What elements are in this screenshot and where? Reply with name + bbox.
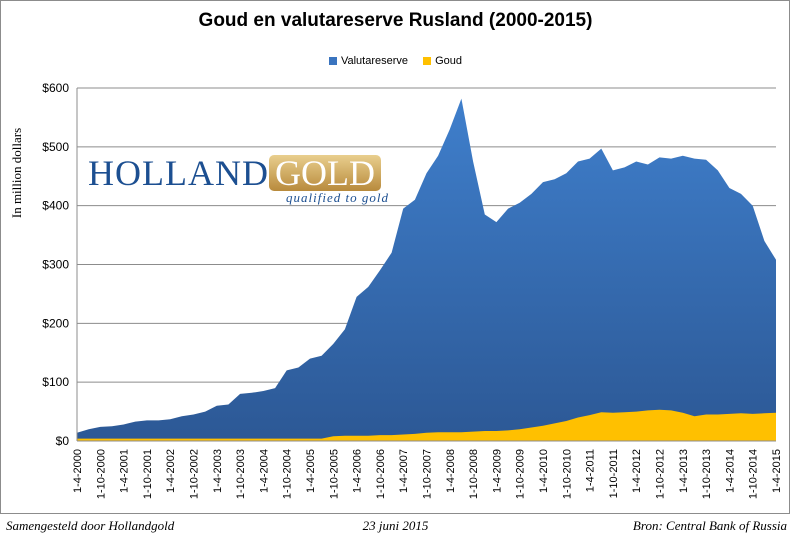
chart-frame	[0, 0, 790, 514]
x-tick-label: 1-10-2010	[561, 449, 573, 499]
legend-label: Valutareserve	[340, 55, 409, 67]
x-tick-label: 1-4-2000	[72, 449, 84, 493]
legend-label: Goud	[435, 55, 463, 67]
x-tick-label: 1-10-2014	[748, 449, 760, 499]
x-tick-label: 1-10-2011	[608, 449, 620, 498]
x-tick-label: 1-10-2000	[95, 449, 107, 499]
area-goud	[77, 409, 776, 441]
x-tick-label: 1-4-2013	[678, 449, 690, 493]
logo-tagline: qualified to gold	[286, 190, 389, 205]
x-tick-label: 1-4-2009	[491, 449, 503, 493]
x-tick-label: 1-4-2003	[212, 449, 224, 493]
x-tick-label: 1-4-2007	[398, 449, 410, 493]
footer-source: Bron: Central Bank of Russia	[632, 518, 787, 533]
x-tick-label: 1-4-2014	[724, 449, 736, 493]
x-tick-label: 1-10-2005	[328, 449, 340, 499]
x-tick-label: 1-10-2009	[515, 449, 527, 499]
y-tick-label: $400	[42, 199, 69, 213]
legend-item-valutareserve: Valutareserve	[328, 55, 409, 67]
x-tick-label: 1-10-2013	[701, 449, 713, 499]
hollandgold-logo: HOLLAND GOLD qualified to gold	[88, 152, 388, 205]
x-tick-label: 1-4-2002	[165, 449, 177, 493]
y-tick-label: $0	[56, 434, 70, 448]
x-tick-label: 1-10-2008	[468, 449, 480, 499]
logo-holland: HOLLAND	[88, 153, 269, 193]
y-tick-label: $300	[42, 258, 69, 272]
x-tick-label: 1-10-2002	[189, 449, 201, 499]
area-valutareserve	[77, 98, 776, 441]
x-tick-label: 1-10-2001	[142, 449, 154, 499]
x-tick-label: 1-4-2015	[771, 449, 783, 493]
x-tick-label: 1-4-2012	[631, 449, 643, 493]
x-tick-label: 1-10-2003	[235, 449, 247, 499]
y-tick-label: $200	[42, 316, 69, 330]
x-tick-label: 1-10-2006	[375, 449, 387, 499]
y-tick-label: $600	[42, 81, 69, 95]
legend-item-goud: Goud	[423, 55, 462, 67]
x-tick-label: 1-4-2006	[352, 449, 364, 493]
legend-swatch-goud	[423, 57, 432, 66]
legend-swatch-valutareserve	[328, 57, 337, 66]
x-tick-label: 1-4-2001	[119, 449, 131, 493]
y-tick-label: $500	[42, 140, 69, 154]
x-tick-label: 1-10-2007	[422, 449, 434, 499]
logo-gold: GOLD	[268, 155, 381, 191]
footer-date: 23 juni 2015	[362, 518, 429, 533]
x-tick-label: 1-4-2008	[445, 449, 457, 493]
x-tick-label: 1-4-2011	[585, 449, 597, 492]
x-tick-label: 1-10-2004	[282, 449, 294, 499]
footer-compiled-by: Samengesteld door Hollandgold	[6, 518, 175, 533]
x-tick-label: 1-10-2012	[655, 449, 667, 499]
legend: Valutareserve Goud	[0, 55, 791, 67]
x-tick-label: 1-4-2010	[538, 449, 550, 493]
x-tick-label: 1-4-2004	[258, 449, 270, 493]
x-tick-label: 1-4-2005	[305, 449, 317, 493]
y-tick-label: $100	[42, 375, 69, 389]
chart-title: Goud en valutareserve Rusland (2000-2015…	[198, 10, 593, 31]
